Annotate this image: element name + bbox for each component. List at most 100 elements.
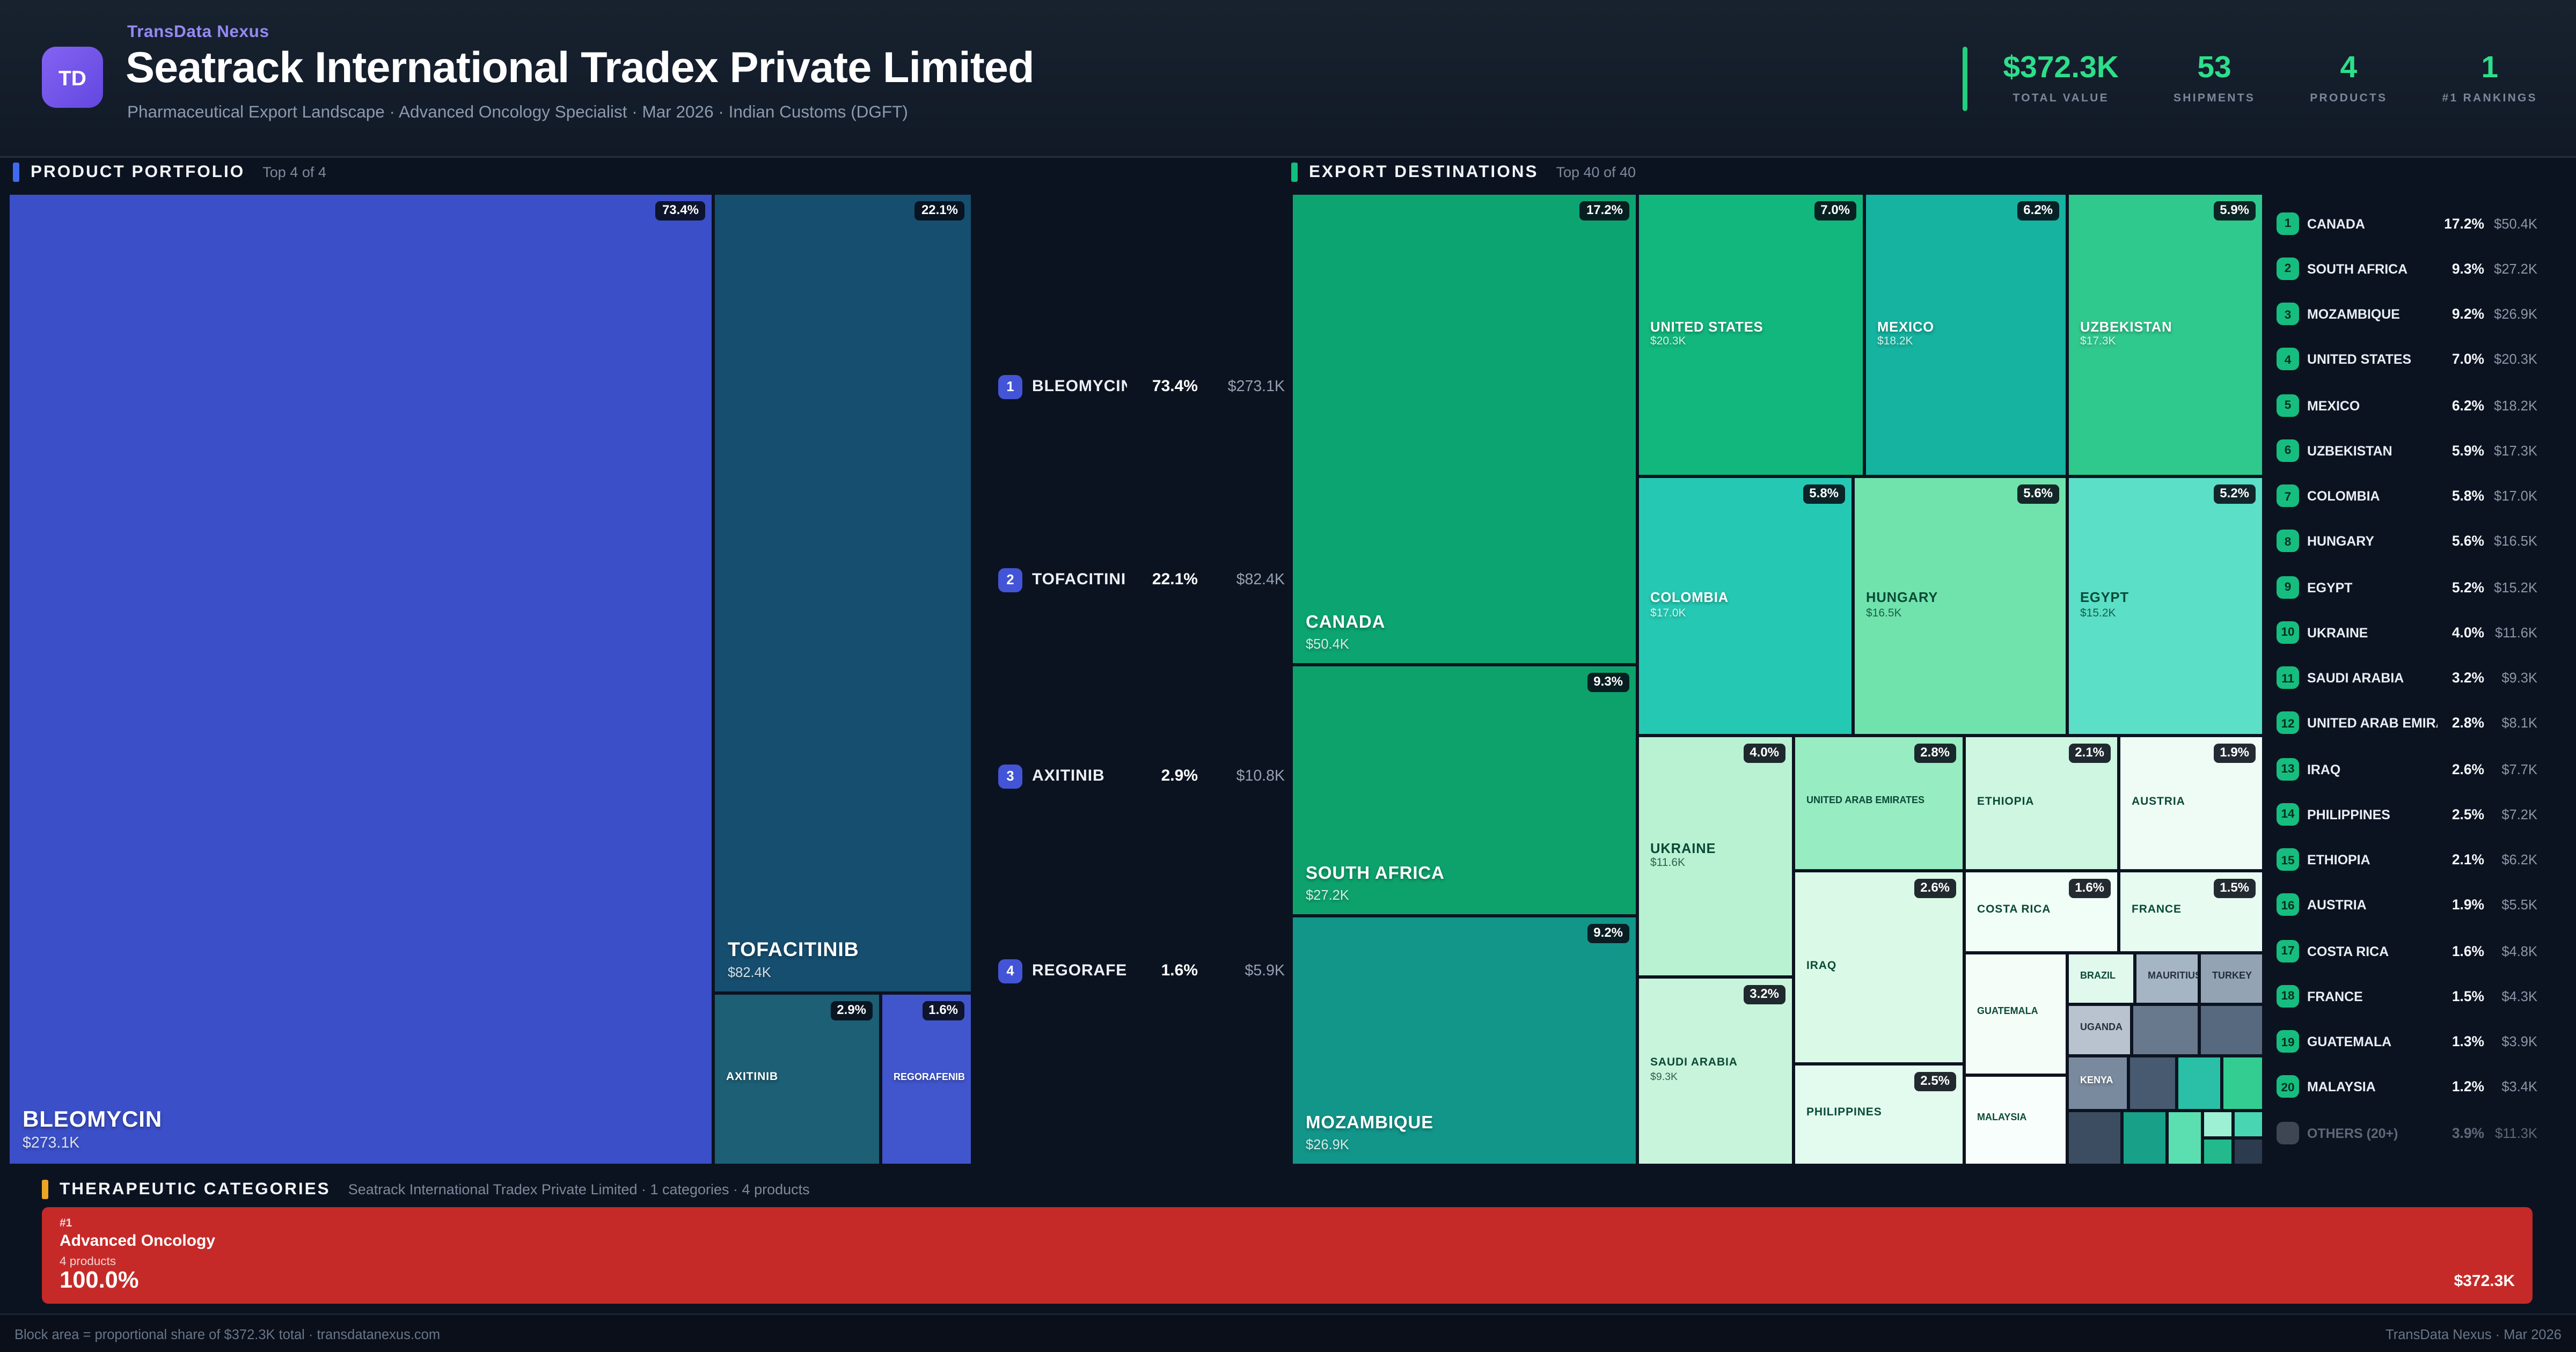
stat-value: 4 <box>2340 52 2358 85</box>
block-name: CANADA <box>1306 612 1386 632</box>
treemap-block-other[interactable] <box>2167 1111 2202 1165</box>
category-rank: #1 <box>60 1218 72 1230</box>
destination-row[interactable]: 3 MOZAMBIQUE 9.2% $26.9K <box>2277 300 2537 328</box>
section-export-destinations: EXPORT DESTINATIONS Top 40 of 40 <box>1291 161 1636 183</box>
treemap-block-other[interactable] <box>2202 1138 2233 1165</box>
treemap-block-mexico[interactable]: 6.2% MEXICO $18.2K <box>1864 193 2067 476</box>
treemap-block-mozambique[interactable]: 9.2% MOZAMBIQUE $26.9K <box>1291 916 1637 1165</box>
destination-row[interactable]: 20 MALAYSIA 1.2% $3.4K <box>2277 1073 2537 1100</box>
category-bar-advanced-oncology[interactable]: #1 Advanced Oncology 4 products 100.0% $… <box>42 1207 2533 1304</box>
treemap-block-malaysia[interactable]: MALAYSIA <box>1964 1075 2067 1165</box>
treemap-block-colombia[interactable]: 5.8% COLOMBIA $17.0K <box>1637 476 1853 736</box>
treemap-block-other[interactable] <box>2128 1056 2177 1111</box>
destination-row[interactable]: 4 UNITED STATES 7.0% $20.3K <box>2277 346 2537 373</box>
product-legend-row[interactable]: 1 BLEOMYCIN 73.4% $273.1K <box>998 373 1285 399</box>
product-pct: 1.6% <box>1161 961 1198 980</box>
treemap-block-ukraine[interactable]: 4.0% UKRAINE $11.6K <box>1637 736 1794 977</box>
treemap-block-regorafenib[interactable]: 1.6% REGORAFENIB <box>881 993 972 1165</box>
country-value: $26.9K <box>2494 306 2537 322</box>
treemap-block-other[interactable] <box>2222 1056 2264 1111</box>
treemap-block-other[interactable] <box>2067 1111 2122 1165</box>
country-pct: 5.2% <box>2451 578 2484 595</box>
treemap-block-hungary[interactable]: 5.6% HUNGARY $16.5K <box>1853 476 2067 736</box>
product-legend: 1 BLEOMYCIN 73.4% $273.1K 2 TOFACITINIB … <box>985 193 1285 1165</box>
treemap-block-other[interactable] <box>2122 1111 2167 1165</box>
treemap-block-iraq[interactable]: 2.6% IRAQ <box>1794 871 1964 1064</box>
percent-chip: 1.6% <box>922 1001 964 1020</box>
destination-row[interactable]: 2 SOUTH AFRICA 9.3% $27.2K <box>2277 255 2537 282</box>
treemap-block-guatemala[interactable]: GUATEMALA <box>1964 953 2067 1075</box>
block-name: HUNGARY <box>1866 589 1938 606</box>
product-name: BLEOMYCIN <box>1032 377 1127 395</box>
product-pct: 2.9% <box>1161 767 1198 785</box>
country-value: $17.0K <box>2494 488 2537 504</box>
destination-row[interactable]: 8 HUNGARY 5.6% $16.5K <box>2277 527 2537 555</box>
treemap-block-united-states[interactable]: 7.0% UNITED STATES $20.3K <box>1637 193 1864 476</box>
stat: $372.3K TOTAL VALUE <box>2003 52 2119 105</box>
treemap-block-egypt[interactable]: 5.2% EGYPT $15.2K <box>2067 476 2264 736</box>
country-value: $17.3K <box>2494 442 2537 459</box>
percent-chip: 2.1% <box>2068 744 2111 763</box>
product-legend-row[interactable]: 3 AXITINIB 2.9% $10.8K <box>998 763 1285 789</box>
treemap-block-france[interactable]: 1.5% FRANCE <box>2119 871 2264 953</box>
treemap-block-mauritius[interactable]: MAURITIUS <box>2135 953 2199 1004</box>
treemap-block-uganda[interactable]: UGANDA <box>2067 1004 2132 1056</box>
treemap-block-uzbekistan[interactable]: 5.9% UZBEKISTAN $17.3K <box>2067 193 2264 476</box>
destination-row[interactable]: 9 EGYPT 5.2% $15.2K <box>2277 573 2537 600</box>
destination-row[interactable]: 6 UZBEKISTAN 5.9% $17.3K <box>2277 437 2537 464</box>
treemap-block-austria[interactable]: 1.9% AUSTRIA <box>2119 736 2264 871</box>
country-name: EGYPT <box>2307 578 2353 595</box>
destination-row[interactable]: 10 UKRAINE 4.0% $11.6K <box>2277 619 2537 646</box>
block-name: SOUTH AFRICA <box>1306 863 1445 883</box>
product-name: REGORAFENIB <box>1032 961 1127 980</box>
rank-badge: 2 <box>2277 257 2299 280</box>
treemap-block-costa-rica[interactable]: 1.6% COSTA RICA <box>1964 871 2119 953</box>
destination-row[interactable]: 5 MEXICO 6.2% $18.2K <box>2277 391 2537 418</box>
country-pct: 5.8% <box>2451 488 2484 504</box>
destination-row[interactable]: 12 UNITED ARAB EMIRATES 2.8% $8.1K <box>2277 709 2537 737</box>
destination-row[interactable]: 17 COSTA RICA 1.6% $4.8K <box>2277 937 2537 964</box>
rank-badge: 14 <box>2277 803 2299 826</box>
destination-row[interactable]: 13 IRAQ 2.6% $7.7K <box>2277 755 2537 782</box>
treemap-block-other[interactable] <box>2233 1138 2264 1165</box>
destination-row[interactable]: 1 CANADA 17.2% $50.4K <box>2277 209 2537 237</box>
destination-row[interactable]: 7 COLOMBIA 5.8% $17.0K <box>2277 482 2537 510</box>
destination-row[interactable]: 11 SAUDI ARABIA 3.2% $9.3K <box>2277 664 2537 692</box>
block-value: $11.6K <box>1650 858 1686 870</box>
percent-chip: 1.5% <box>2213 879 2256 898</box>
destination-row-others[interactable]: OTHERS (20+) 3.9% $11.3K <box>2277 1119 2537 1146</box>
treemap-block-other[interactable] <box>2199 1004 2264 1056</box>
block-name: UZBEKISTAN <box>2080 318 2172 335</box>
block-name: BRAZIL <box>2080 972 2116 982</box>
treemap-block-brazil[interactable]: BRAZIL <box>2067 953 2135 1004</box>
treemap-block-tofacitinib[interactable]: 22.1% TOFACITINIB $82.4K <box>713 193 972 993</box>
treemap-block-kenya[interactable]: KENYA <box>2067 1056 2128 1111</box>
treemap-block-south-africa[interactable]: 9.3% SOUTH AFRICA $27.2K <box>1291 665 1637 916</box>
product-legend-row[interactable]: 2 TOFACITINIB 22.1% $82.4K <box>998 567 1285 592</box>
treemap-block-bleomycin[interactable]: 73.4% BLEOMYCIN $273.1K <box>8 193 713 1165</box>
treemap-block-ethiopia[interactable]: 2.1% ETHIOPIA <box>1964 736 2119 871</box>
treemap-block-other[interactable] <box>2202 1111 2233 1138</box>
treemap-block-united-arab-emirates[interactable]: 2.8% UNITED ARAB EMIRATES <box>1794 736 1964 871</box>
destination-row[interactable]: 18 FRANCE 1.5% $4.3K <box>2277 982 2537 1010</box>
destination-row[interactable]: 14 PHILIPPINES 2.5% $7.2K <box>2277 800 2537 828</box>
destination-row[interactable]: 16 AUSTRIA 1.9% $5.5K <box>2277 891 2537 919</box>
block-name: ETHIOPIA <box>1977 796 2035 807</box>
treemap-block-other[interactable] <box>2177 1056 2222 1111</box>
treemap-block-philippines[interactable]: 2.5% PHILIPPINES <box>1794 1064 1964 1165</box>
treemap-block-other[interactable] <box>2233 1111 2264 1138</box>
treemap-block-canada[interactable]: 17.2% CANADA $50.4K <box>1291 193 1637 665</box>
destination-row[interactable]: 19 GUATEMALA 1.3% $3.9K <box>2277 1028 2537 1055</box>
section-accent <box>1291 163 1298 182</box>
treemap-block-axitinib[interactable]: 2.9% AXITINIB <box>713 993 881 1165</box>
country-value: $20.3K <box>2494 351 2537 368</box>
destination-row[interactable]: 15 ETHIOPIA 2.1% $6.2K <box>2277 846 2537 873</box>
product-legend-row[interactable]: 4 REGORAFENIB 1.6% $5.9K <box>998 958 1285 983</box>
treemap-block-other[interactable] <box>2132 1004 2199 1056</box>
block-name: MEXICO <box>1877 318 1935 335</box>
treemap-block-turkey[interactable]: TURKEY <box>2199 953 2264 1004</box>
treemap-block-saudi-arabia[interactable]: 3.2% SAUDI ARABIA $9.3K <box>1637 977 1794 1165</box>
country-pct: 4.0% <box>2451 624 2484 641</box>
block-name: AXITINIB <box>726 1072 779 1084</box>
